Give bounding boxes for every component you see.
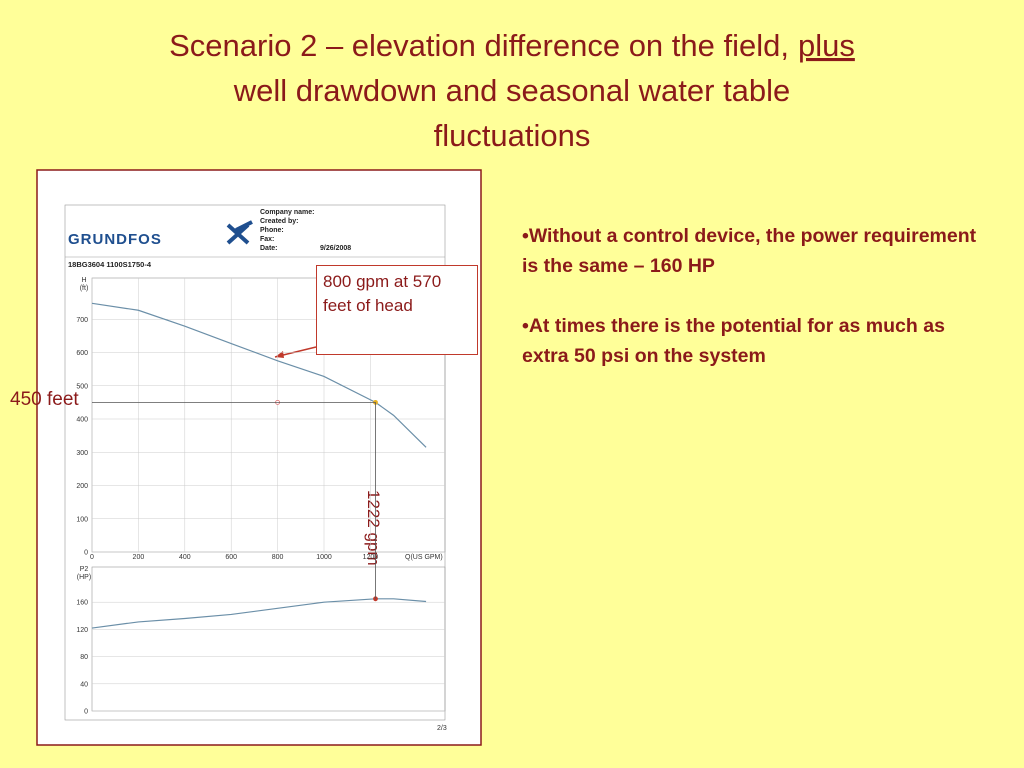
- y-tick-label: 500: [76, 383, 88, 390]
- page-number: 2/3: [437, 725, 447, 732]
- title-line: Scenario 2 – elevation difference on the…: [169, 28, 855, 63]
- field: Fax:: [260, 236, 274, 243]
- x-tick-label: 600: [225, 554, 237, 561]
- y-axis-label: (ft): [80, 285, 89, 292]
- y-tick-label: 80: [80, 654, 88, 661]
- x-tick-label: 400: [179, 554, 191, 561]
- x-axis-label: Q(US GPM): [405, 554, 443, 561]
- y-tick-label: 700: [76, 317, 88, 324]
- x-tick-label: 0: [90, 554, 94, 561]
- y-axis-label: H: [81, 277, 86, 284]
- y-axis-label: P2: [80, 566, 89, 573]
- y-tick-label: 0: [84, 550, 88, 557]
- scan-frame: [36, 169, 482, 746]
- y-tick-label: 160: [76, 600, 88, 607]
- brand: GRUNDFOS: [68, 231, 162, 248]
- y-tick-label: 40: [80, 681, 88, 688]
- y-tick-label: 600: [76, 350, 88, 357]
- x-tick-label: 1200: [363, 554, 379, 561]
- title-text: Scenario 2 – elevation difference on the…: [169, 28, 789, 63]
- y-tick-label: 120: [76, 627, 88, 634]
- curve: [91, 598, 427, 629]
- y-tick-label: 300: [76, 450, 88, 457]
- title-underlined: plus: [798, 28, 855, 63]
- y-tick-label: 200: [76, 483, 88, 490]
- bullet: •At times there is the potential for as …: [522, 315, 945, 367]
- field: Company name:: [260, 209, 314, 216]
- x-tick-label: 200: [133, 554, 145, 561]
- field: Date:: [260, 245, 278, 252]
- title-line: fluctuations: [434, 118, 591, 153]
- field: Created by:: [260, 218, 299, 225]
- y-tick-label: 0: [84, 709, 88, 716]
- head-label: 450 feet: [10, 389, 79, 410]
- y-tick-label: 100: [76, 516, 88, 523]
- bullet-list: •Without a control device, the power req…: [522, 221, 992, 401]
- x-tick-label: 1000: [316, 554, 332, 561]
- field: Phone:: [260, 227, 284, 234]
- model: 18BG3604 1100S1750-4: [68, 260, 152, 269]
- y-tick-label: 400: [76, 417, 88, 424]
- flow-label: 1222 gpm: [364, 490, 383, 566]
- x-tick-label: 800: [272, 554, 284, 561]
- logo: [226, 220, 253, 245]
- date: 9/26/2008: [320, 245, 351, 252]
- callout: 800 gpm at 570 feet of head: [316, 265, 478, 355]
- title-line: well drawdown and seasonal water table: [233, 73, 791, 108]
- curve: [91, 302, 427, 448]
- y-axis-label: (HP): [77, 574, 91, 581]
- bullet: •Without a control device, the power req…: [522, 225, 977, 277]
